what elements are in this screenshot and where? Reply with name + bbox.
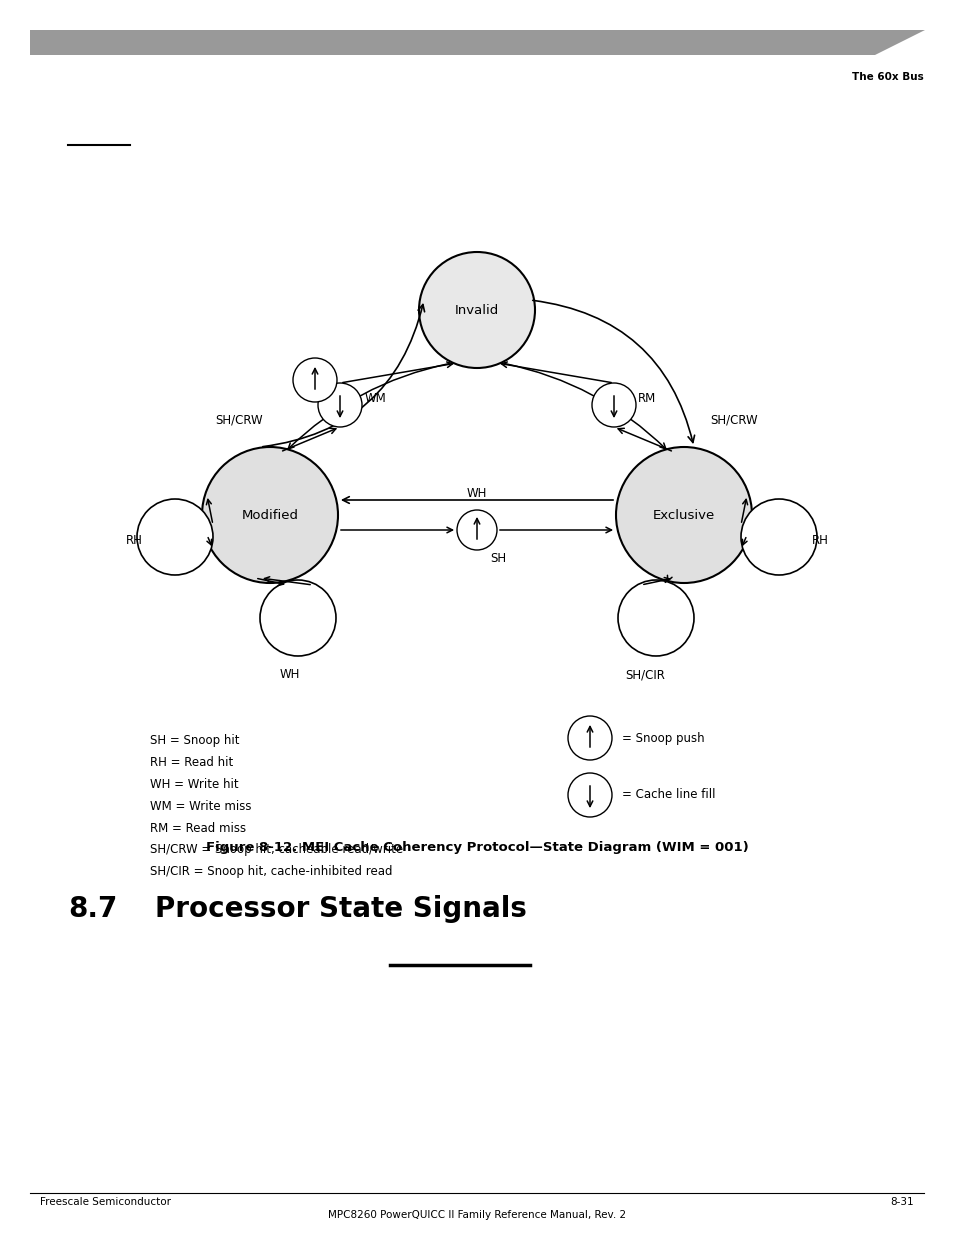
Text: SH: SH: [490, 552, 506, 564]
FancyArrowPatch shape: [499, 527, 611, 532]
Circle shape: [567, 716, 612, 760]
Circle shape: [456, 510, 497, 550]
FancyArrowPatch shape: [207, 537, 212, 545]
Text: Freescale Semiconductor: Freescale Semiconductor: [40, 1197, 171, 1207]
Text: SH/CIR: SH/CIR: [624, 668, 664, 680]
Text: RM = Read miss: RM = Read miss: [150, 821, 246, 835]
Text: WH: WH: [279, 668, 300, 680]
Text: RH: RH: [126, 534, 143, 547]
FancyArrowPatch shape: [667, 576, 671, 582]
Text: SH/CRW: SH/CRW: [214, 414, 262, 426]
Polygon shape: [30, 30, 924, 56]
FancyArrowPatch shape: [288, 363, 449, 448]
Text: WM: WM: [365, 391, 386, 405]
Circle shape: [293, 358, 336, 403]
Circle shape: [618, 580, 693, 656]
Circle shape: [418, 252, 535, 368]
Text: 8-31: 8-31: [889, 1197, 913, 1207]
FancyArrowPatch shape: [342, 496, 613, 504]
Circle shape: [592, 383, 636, 427]
Text: RH = Read hit: RH = Read hit: [150, 756, 233, 768]
Text: SH/CIR = Snoop hit, cache-inhibited read: SH/CIR = Snoop hit, cache-inhibited read: [150, 866, 392, 878]
Text: SH/CRW = Snoop hit, cacheable read/write: SH/CRW = Snoop hit, cacheable read/write: [150, 844, 403, 857]
Circle shape: [740, 499, 816, 576]
Text: Invalid: Invalid: [455, 304, 498, 316]
FancyArrowPatch shape: [282, 429, 335, 451]
Text: WH = Write hit: WH = Write hit: [150, 778, 238, 790]
FancyArrowPatch shape: [532, 300, 694, 442]
FancyArrowPatch shape: [262, 305, 424, 447]
FancyArrowPatch shape: [264, 577, 310, 584]
FancyArrowPatch shape: [340, 527, 452, 532]
Text: Figure 8-12. MEI Cache Coherency Protocol—State Diagram (WIM = 001): Figure 8-12. MEI Cache Coherency Protoco…: [206, 841, 747, 855]
Text: Exclusive: Exclusive: [652, 509, 715, 521]
Text: Modified: Modified: [241, 509, 298, 521]
FancyArrowPatch shape: [504, 363, 665, 448]
FancyArrowPatch shape: [643, 578, 669, 584]
Text: = Cache line fill: = Cache line fill: [621, 788, 715, 802]
Text: Processor State Signals: Processor State Signals: [154, 895, 526, 923]
Text: RH: RH: [811, 534, 828, 547]
Circle shape: [317, 383, 361, 427]
Circle shape: [202, 447, 337, 583]
Text: WM = Write miss: WM = Write miss: [150, 799, 252, 813]
FancyArrowPatch shape: [501, 362, 611, 383]
FancyArrowPatch shape: [257, 578, 283, 585]
Circle shape: [567, 773, 612, 818]
Circle shape: [260, 580, 335, 656]
FancyArrowPatch shape: [206, 499, 213, 522]
Text: SH = Snoop hit: SH = Snoop hit: [150, 734, 239, 746]
Text: = Snoop push: = Snoop push: [621, 731, 704, 745]
Text: 8.7: 8.7: [68, 895, 117, 923]
FancyArrowPatch shape: [740, 499, 747, 522]
Circle shape: [137, 499, 213, 576]
Text: RM: RM: [638, 391, 656, 405]
FancyArrowPatch shape: [618, 429, 671, 451]
Text: WH: WH: [466, 487, 487, 500]
Text: SH/CRW: SH/CRW: [709, 414, 757, 426]
FancyArrowPatch shape: [741, 537, 746, 545]
FancyArrowPatch shape: [342, 362, 452, 383]
Circle shape: [616, 447, 751, 583]
Text: MPC8260 PowerQUICC II Family Reference Manual, Rev. 2: MPC8260 PowerQUICC II Family Reference M…: [328, 1210, 625, 1220]
Text: The 60x Bus: The 60x Bus: [851, 72, 923, 82]
